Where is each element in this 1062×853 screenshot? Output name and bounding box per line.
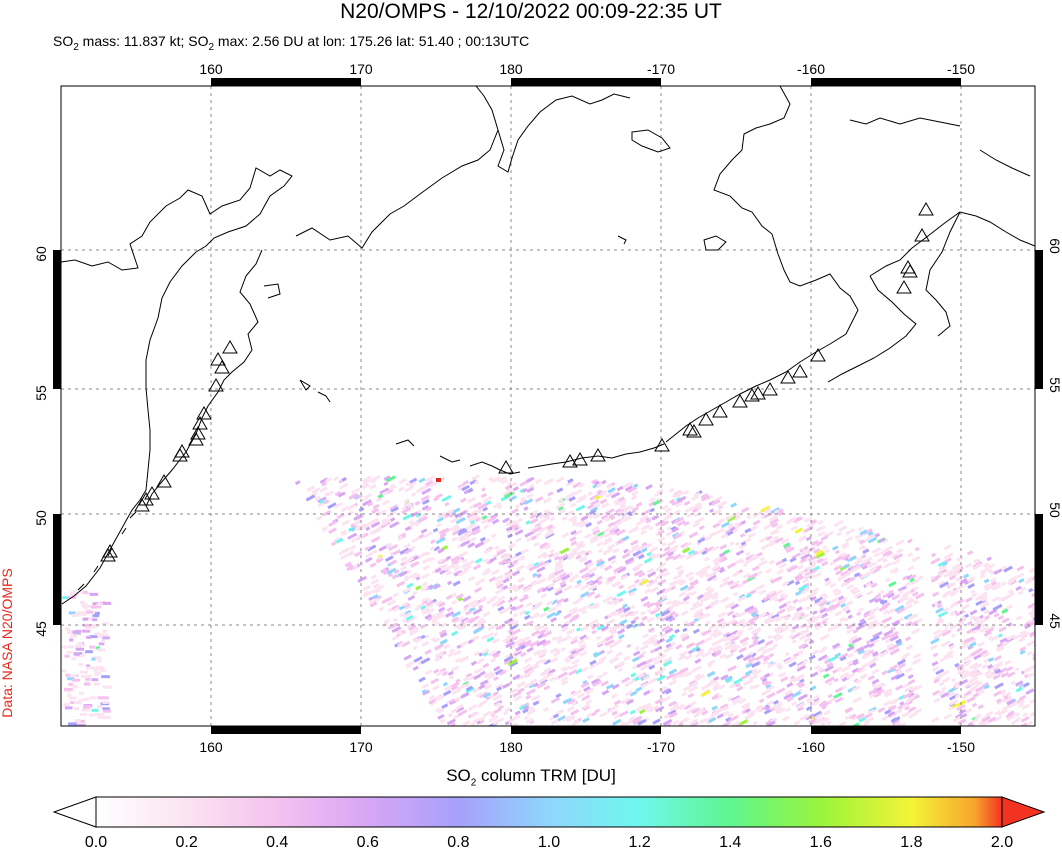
triangle-icon [780, 370, 796, 384]
triangle-icon [214, 360, 230, 374]
triangle-icon [156, 474, 172, 488]
triangle-icon [732, 394, 748, 408]
colorbar-gradient [95, 796, 1003, 828]
lon-label: 160 [199, 739, 223, 755]
colorbar-tick: 1.8 [900, 834, 923, 851]
triangle-icon [572, 452, 588, 466]
lon-label: 160 [199, 61, 223, 77]
lat-label: 60 [33, 246, 49, 262]
map-title: N20/OMPS - 12/10/2022 00:09-22:35 UT [340, 0, 722, 23]
triangle-icon [896, 280, 912, 294]
colorbar-tick: 0.8 [447, 834, 470, 851]
lon-label: -160 [797, 739, 825, 755]
triangle-icon [172, 448, 188, 462]
lon-label: -150 [947, 61, 975, 77]
colorbar-tick: 0.2 [175, 834, 198, 851]
triangle-icon [210, 352, 226, 366]
lon-label: 180 [499, 739, 523, 755]
colorbar-tick: 2.0 [990, 834, 1014, 851]
colorbar-tick: 0.4 [266, 834, 289, 851]
triangle-icon [498, 460, 514, 474]
volcano-markers [100, 202, 934, 562]
triangle-icon [562, 454, 578, 468]
colorbar-tick: 1.2 [628, 834, 651, 851]
lon-label: -150 [947, 739, 975, 755]
triangle-icon [190, 426, 206, 440]
lat-labels-right: 60 55 50 45 [1047, 238, 1062, 629]
colorbar [52, 796, 1046, 828]
triangle-icon [222, 340, 238, 354]
lon-label: 170 [349, 739, 373, 755]
lon-label: -170 [647, 61, 675, 77]
lat-label: 60 [1047, 238, 1062, 254]
triangle-icon [590, 448, 606, 462]
lon-label: -170 [647, 739, 675, 755]
triangle-icon [208, 378, 224, 392]
so2-swath [62, 474, 1035, 726]
lat-label: 45 [33, 621, 49, 637]
triangle-icon [654, 438, 670, 452]
triangle-icon [902, 264, 918, 278]
lon-label: -160 [797, 61, 825, 77]
colorbar-max-arrow [1001, 796, 1046, 828]
colorbar-tick: 1.0 [537, 834, 561, 851]
triangle-icon [134, 498, 150, 512]
so2-max-marker [436, 478, 441, 482]
triangle-icon [750, 386, 766, 400]
triangle-icon [686, 424, 702, 438]
lat-label: 45 [1047, 613, 1062, 629]
lat-label: 50 [1047, 502, 1062, 518]
triangle-icon [914, 228, 930, 242]
lon-labels-top: 160 170 180 -170 -160 -150 [199, 61, 975, 77]
so2-mass-summary: SO2 mass: 11.837 kt; SO2 max: 2.56 DU at… [53, 33, 530, 53]
colorbar-tick: 0.6 [356, 834, 379, 851]
colorbar-tick: 1.4 [719, 834, 742, 851]
lat-label: 55 [33, 385, 49, 401]
colorbar-min-arrow [52, 796, 97, 828]
triangle-icon [918, 202, 934, 216]
colorbar-tick: 0.0 [84, 834, 108, 851]
lon-label: 180 [499, 61, 523, 77]
colorbar-tick: 1.6 [809, 834, 832, 851]
axis-scale-bars [53, 78, 1043, 734]
lat-label: 55 [1047, 377, 1062, 393]
triangle-icon [196, 406, 212, 420]
triangle-icon [100, 548, 116, 562]
triangle-icon [712, 404, 728, 418]
triangle-icon [698, 412, 714, 426]
triangle-icon [192, 416, 208, 430]
lat-label: 50 [33, 510, 49, 526]
triangle-icon [144, 486, 160, 500]
lon-labels-bottom: 160 170 180 -170 -160 -150 [199, 739, 975, 755]
triangle-icon [810, 348, 826, 362]
map-background [61, 86, 1035, 726]
triangle-icon [744, 388, 760, 402]
graticule [61, 86, 1035, 726]
triangle-icon [792, 364, 808, 378]
lon-label: 170 [349, 61, 373, 77]
triangle-icon [188, 432, 204, 446]
lat-labels-left: 60 55 50 45 [33, 246, 49, 637]
colorbar-title: SO2 column TRM [DU] [446, 766, 616, 789]
triangle-icon [682, 422, 698, 436]
triangle-icon [762, 382, 778, 396]
